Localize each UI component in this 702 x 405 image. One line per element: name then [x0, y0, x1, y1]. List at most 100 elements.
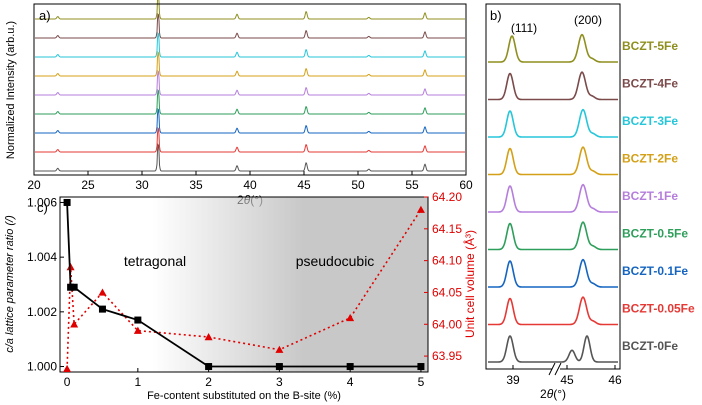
xrd-trace [35, 12, 465, 39]
peak-label-111: (111) [511, 21, 537, 35]
xrd-trace [35, 88, 465, 115]
x-tick-label: 4 [347, 375, 354, 389]
panel-a-x-ticks: 20 25 30 35 40 45 50 55 60 [27, 171, 473, 192]
y-tick-label: 64.20 [432, 190, 462, 204]
series-label: BCZT-3Fe [622, 114, 678, 128]
y-tick-label: 1.000 [27, 360, 57, 374]
zoom-trace [488, 221, 618, 251]
panel-a-label: a) [39, 8, 51, 23]
panel-b-series-labels: BCZT-5Fe BCZT-4Fe BCZT-3Fe BCZT-2Fe BCZT-1Fe… [622, 39, 695, 353]
panel-b-x-axis-label: 2θ(°) [540, 387, 566, 401]
ca-point [205, 363, 213, 371]
ca-point [67, 283, 75, 291]
x-tick-label: 2 [205, 375, 212, 389]
panel-c-label: c) [37, 200, 48, 215]
panel-c-right-y-ticks: 63.95 64.00 64.05 64.10 64.15 64.20 [424, 190, 462, 363]
y-tick-label: 64.15 [432, 222, 462, 236]
panel-c-right-y-axis-label: Unit cell volume (Å³) [462, 230, 477, 338]
series-label: BCZT-5Fe [622, 39, 678, 53]
zoom-trace [488, 33, 618, 63]
series-label: BCZT-4Fe [622, 77, 678, 91]
zoom-trace [488, 296, 618, 326]
y-tick-label: 63.95 [432, 349, 462, 363]
x-tick-label: 46 [608, 373, 622, 387]
ca-point [63, 198, 71, 206]
ca-point [346, 363, 354, 371]
volume-point [346, 313, 355, 322]
xrd-trace [35, 143, 465, 172]
x-tick-label: 20 [27, 178, 41, 192]
ca-point [98, 305, 106, 313]
volume-point [275, 345, 284, 353]
region-label-tetragonal: tetragonal [124, 253, 186, 269]
panel-b: b) (111) (200) BCZT-5FeBCZT-4FeBCZT-3FeB… [485, 3, 695, 401]
xrd-trace [35, 50, 465, 77]
panel-b-label: b) [490, 8, 502, 23]
xrd-trace [35, 0, 465, 20]
x-tick-label: 5 [418, 375, 425, 389]
x-tick-label: 45 [560, 373, 574, 387]
zoom-trace [488, 71, 618, 101]
pseudocubic-region [152, 197, 428, 372]
zoom-trace [488, 334, 618, 363]
x-tick-label: 0 [64, 375, 71, 389]
panel-c-left-y-ticks: 1.000 1.002 1.004 1.006 [27, 195, 64, 374]
x-tick-label: 40 [243, 178, 257, 192]
x-tick-label: 50 [351, 178, 365, 192]
volume-point [98, 288, 107, 296]
y-tick-label: 1.006 [27, 195, 57, 209]
zoom-trace [488, 108, 618, 138]
zoom-trace [488, 183, 618, 213]
xrd-trace [35, 126, 465, 153]
zoom-trace [488, 146, 618, 176]
x-tick-label: 39 [506, 373, 520, 387]
panel-c: c) tetragonal pseudocubic 1.0001.0021.00… [4, 190, 477, 402]
x-tick-label: 60 [459, 178, 473, 192]
panel-c-x-axis-label: Fe-content substituted on the B-site (%) [147, 390, 341, 402]
series-label: BCZT-1Fe [622, 189, 678, 203]
x-tick-label: 30 [135, 178, 149, 192]
volume-point [63, 364, 72, 373]
volume-point [70, 320, 79, 328]
panel-b-x-ticks: 39 45 46 [506, 365, 622, 387]
region-label-pseudocubic: pseudocubic [296, 253, 375, 269]
ca-point [70, 283, 78, 291]
y-tick-label: 1.002 [27, 305, 57, 319]
panel-a: 20 25 30 35 40 45 50 55 60 a) Normalized Intensi… [5, 0, 473, 207]
y-tick-label: 64.00 [432, 317, 462, 331]
ca-point [134, 316, 142, 324]
volume-point [133, 326, 142, 334]
y-tick-label: 1.004 [27, 250, 57, 264]
panel-c-frame [59, 196, 429, 373]
series-ca-ratio [63, 198, 425, 371]
y-tick-label: 64.05 [432, 285, 462, 299]
series-label: BCZT-0.5Fe [622, 227, 688, 241]
peak-label-200: (200) [574, 13, 602, 27]
ca-point [417, 363, 425, 371]
series-label: BCZT-0.05Fe [622, 302, 695, 316]
series-label: BCZT-2Fe [622, 152, 678, 166]
x-tick-label: 1 [135, 375, 142, 389]
x-tick-label: 45 [297, 178, 311, 192]
volume-point [204, 333, 213, 341]
panel-a-traces [35, 0, 465, 172]
xrd-trace [35, 107, 465, 134]
series-label: BCZT-0Fe [622, 339, 678, 353]
x-tick-label: 35 [189, 178, 203, 192]
y-tick-label: 64.10 [432, 254, 462, 268]
panel-c-left-y-axis-label: c/a lattice parameter ratio (/) [4, 215, 16, 353]
axis-break-icon [548, 362, 562, 376]
volume-point [416, 205, 425, 213]
x-tick-label: 3 [276, 375, 283, 389]
xrd-trace [35, 69, 465, 96]
panel-a-frame [33, 3, 467, 176]
panel-a-y-axis-label: Normalized Intensity (arb.u.) [5, 21, 17, 159]
series-label: BCZT-0.1Fe [622, 264, 688, 278]
ca-point [275, 363, 283, 371]
x-tick-label: 25 [81, 178, 95, 192]
panel-b-traces [488, 33, 618, 363]
x-tick-label: 55 [405, 178, 419, 192]
zoom-trace [488, 258, 618, 288]
xrd-trace [35, 31, 465, 58]
